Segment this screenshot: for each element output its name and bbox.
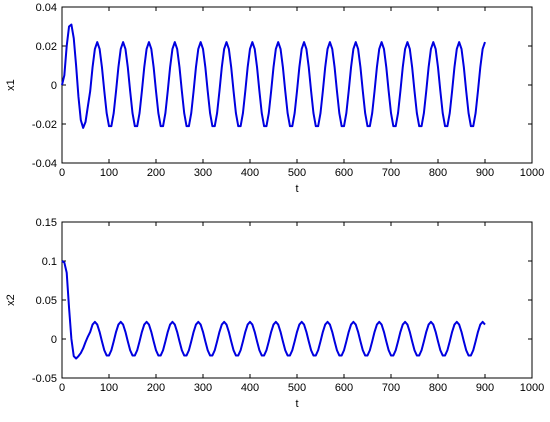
x-tick-label: 600	[335, 382, 353, 394]
x-tick-label: 200	[147, 167, 165, 179]
y-tick-label: 0.04	[36, 2, 57, 14]
y-tick-label: 0	[51, 334, 57, 346]
x-tick-label: 400	[241, 382, 259, 394]
x-tick-label: 200	[147, 382, 165, 394]
x-tick-label: 600	[335, 167, 353, 179]
x-tick-label: 800	[429, 167, 447, 179]
y-tick-label: -0.04	[32, 158, 57, 170]
x-tick-label: 0	[59, 167, 65, 179]
y-tick-label: -0.02	[32, 119, 57, 131]
y-axis-label: x2	[5, 294, 17, 306]
x-tick-label: 100	[100, 382, 118, 394]
y-tick-label: 0.15	[36, 217, 57, 229]
x-tick-label: 400	[241, 167, 259, 179]
x-tick-label: 900	[476, 382, 494, 394]
y-tick-label: 0.02	[36, 41, 57, 53]
x-tick-label: 100	[100, 167, 118, 179]
y-tick-label: 0.05	[36, 295, 57, 307]
y-tick-label: -0.05	[32, 373, 57, 385]
y-axis-label: x1	[5, 79, 17, 91]
data-line	[61, 23, 486, 129]
x-tick-label: 800	[429, 382, 447, 394]
x-tick-label: 500	[288, 382, 306, 394]
y-tick-label: 0.1	[42, 256, 57, 268]
x-axis-label: t	[295, 398, 298, 410]
x-axis-label: t	[295, 183, 298, 195]
axes-frame	[61, 221, 533, 379]
y-tick-label: 0	[51, 80, 57, 92]
data-line	[61, 260, 486, 360]
x-tick-label: 700	[382, 167, 400, 179]
x-tick-label: 900	[476, 167, 494, 179]
x-tick-label: 500	[288, 167, 306, 179]
x-tick-label: 0	[59, 382, 65, 394]
x-tick-label: 1000	[520, 167, 544, 179]
x-tick-label: 1000	[520, 382, 544, 394]
x-tick-label: 300	[194, 382, 212, 394]
x-tick-label: 700	[382, 382, 400, 394]
x-tick-label: 300	[194, 167, 212, 179]
